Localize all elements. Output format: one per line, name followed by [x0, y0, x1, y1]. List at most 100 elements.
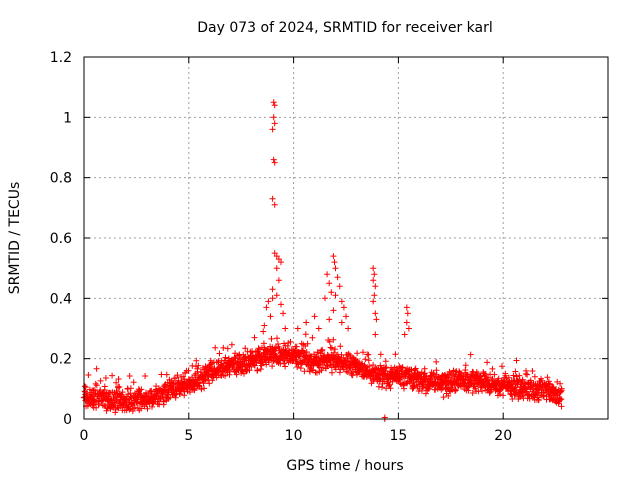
- data-point: [332, 346, 338, 353]
- data-point: [282, 325, 289, 332]
- data-point: [418, 387, 425, 394]
- data-point: [143, 390, 150, 397]
- data-point: [558, 387, 565, 394]
- data-point: [246, 367, 253, 374]
- data-point: [365, 351, 372, 358]
- data-point: [467, 351, 474, 358]
- data-point: [233, 371, 240, 378]
- data-point: [362, 356, 369, 363]
- data-point: [433, 358, 440, 365]
- data-point: [112, 409, 119, 416]
- data-point: [513, 373, 520, 380]
- data-point: [224, 345, 231, 352]
- data-point: [372, 283, 379, 290]
- data-point: [302, 331, 309, 338]
- data-point: [242, 345, 249, 352]
- x-tick-label: 10: [285, 428, 303, 444]
- data-point: [403, 304, 410, 311]
- y-tick-label: 0.4: [50, 291, 72, 307]
- data-point: [512, 368, 519, 375]
- data-point: [294, 325, 301, 332]
- data-point: [93, 382, 100, 389]
- data-point: [382, 358, 389, 365]
- data-point: [336, 283, 343, 290]
- data-point: [269, 295, 276, 302]
- data-point: [326, 280, 333, 287]
- data-point: [462, 362, 469, 369]
- data-point: [220, 344, 227, 351]
- data-point: [399, 364, 406, 371]
- data-point: [558, 403, 565, 410]
- data-point: [319, 347, 326, 354]
- data-point: [382, 365, 389, 372]
- data-point: [133, 399, 140, 406]
- x-tick-label: 20: [494, 428, 512, 444]
- data-point: [271, 159, 278, 166]
- data-point: [440, 394, 447, 401]
- data-point: [332, 292, 339, 299]
- data-point: [469, 390, 476, 396]
- data-point: [93, 365, 100, 372]
- data-point: [113, 379, 120, 386]
- data-point: [354, 350, 361, 357]
- data-point: [222, 372, 229, 379]
- data-point: [531, 373, 538, 380]
- data-point: [271, 102, 278, 109]
- data-point: [275, 277, 282, 284]
- data-points: [80, 99, 565, 422]
- data-point: [308, 366, 315, 373]
- data-point: [404, 310, 411, 317]
- data-point: [330, 336, 337, 343]
- data-point: [371, 271, 378, 278]
- x-axis-label: GPS time / hours: [286, 458, 403, 474]
- data-point: [158, 371, 165, 378]
- data-point: [489, 375, 496, 382]
- data-point: [366, 363, 373, 370]
- y-tick-labels: 0 0.2 0.4 0.6 0.8 1 1.2: [50, 50, 72, 428]
- data-point: [115, 376, 122, 382]
- data-point: [309, 334, 316, 341]
- data-point: [269, 195, 276, 202]
- y-axis-label: SRMTID / TECUs: [7, 182, 23, 295]
- data-point: [370, 298, 377, 305]
- data-point: [282, 363, 289, 370]
- data-point: [452, 387, 459, 394]
- data-point: [386, 381, 393, 388]
- data-point: [126, 406, 133, 413]
- data-point: [509, 396, 516, 402]
- data-point: [304, 340, 311, 347]
- data-point: [274, 335, 280, 342]
- data-point: [401, 385, 407, 392]
- data-point: [116, 383, 123, 390]
- data-point: [372, 331, 379, 338]
- data-point: [91, 386, 98, 393]
- data-point: [327, 344, 334, 351]
- data-point: [489, 365, 496, 372]
- data-point: [422, 390, 429, 397]
- data-point: [547, 380, 554, 387]
- data-point: [172, 394, 179, 401]
- data-point: [485, 374, 492, 381]
- data-point: [557, 388, 564, 395]
- data-point: [360, 349, 366, 356]
- data-point: [297, 365, 304, 372]
- data-point: [293, 343, 300, 350]
- data-point: [524, 371, 531, 378]
- data-point: [401, 331, 408, 338]
- data-point: [544, 374, 551, 381]
- data-point: [381, 414, 388, 421]
- data-point: [389, 378, 396, 385]
- data-point: [326, 316, 333, 323]
- axis-ticks: [83, 56, 608, 420]
- data-point: [138, 405, 145, 412]
- data-point: [109, 372, 116, 379]
- data-point: [345, 350, 352, 357]
- data-point: [392, 351, 399, 358]
- data-point: [130, 379, 137, 386]
- data-point: [151, 396, 158, 403]
- data-point: [529, 368, 536, 374]
- chart-title: Day 073 of 2024, SRMTID for receiver kar…: [197, 20, 493, 36]
- data-point: [372, 310, 379, 317]
- data-point: [270, 99, 277, 106]
